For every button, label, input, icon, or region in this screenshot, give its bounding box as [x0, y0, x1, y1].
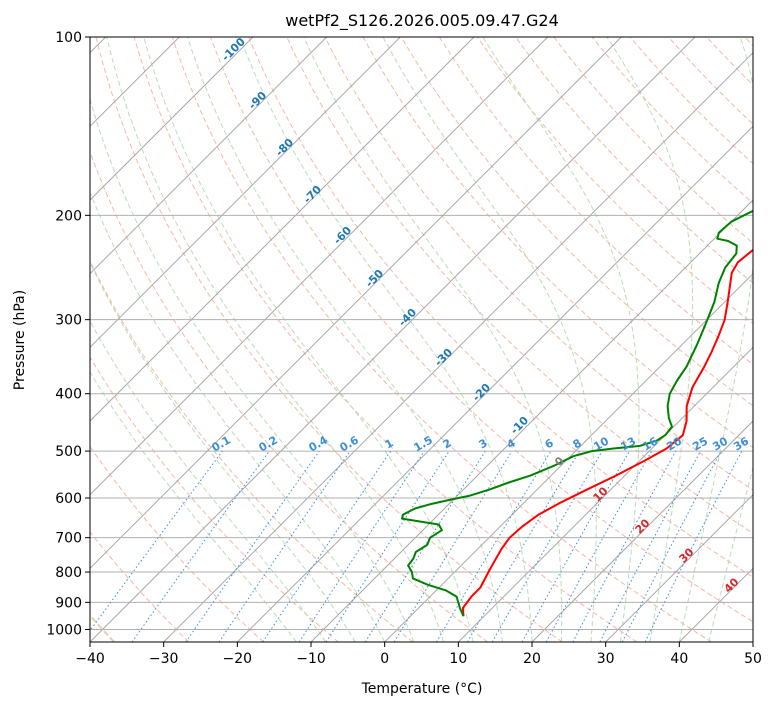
isotherm-line — [236, 125, 753, 642]
x-axis: −40 −30 −20 −10 0 10 20 30 40 50 — [75, 642, 762, 667]
x-tick-label: −10 — [296, 651, 326, 667]
mixing-ratio-line — [298, 450, 425, 642]
dry-adiabat — [400, 37, 753, 407]
dry-adiabat — [95, 37, 563, 642]
moist-adiabat — [303, 37, 563, 642]
x-tick-label: −30 — [149, 651, 179, 667]
isotherm-line — [90, 37, 254, 201]
moist-adiabat — [90, 320, 327, 642]
moist-adiabats — [90, 37, 753, 642]
mixing-ratio-line — [644, 450, 743, 642]
dry-adiabat — [438, 37, 753, 366]
x-tick-label: 40 — [670, 651, 688, 667]
y-tick-label: 800 — [55, 565, 82, 581]
y-tick-label: 200 — [55, 208, 82, 224]
isotherm-line — [605, 493, 753, 642]
x-tick-label: 30 — [597, 651, 615, 667]
isotherm-line — [90, 37, 328, 275]
x-axis-label: Temperature (°C) — [361, 681, 483, 697]
x-tick-label: −20 — [223, 651, 253, 667]
dry-adiabat — [133, 37, 638, 642]
mixing-ratio-line — [262, 450, 392, 642]
moist-adiabat — [382, 37, 597, 642]
mixing-ratio-line — [218, 450, 351, 642]
isotherm-line — [90, 37, 475, 422]
isotherm-line — [90, 37, 696, 642]
dry-adiabat — [90, 356, 339, 642]
dry-adiabat — [90, 531, 190, 642]
isotherm-line — [310, 199, 753, 642]
x-tick-label: 0 — [380, 651, 389, 667]
y-tick-label: 1000 — [46, 622, 82, 638]
dry-adiabat — [90, 150, 488, 642]
chart-title: wetPf2_S126.2026.005.09.47.G24 — [285, 11, 559, 31]
x-tick-label: 50 — [744, 651, 762, 667]
moist-adiabat — [482, 37, 640, 642]
y-tick-label: 100 — [55, 30, 82, 46]
mixing-ratio-line — [393, 450, 513, 642]
isotherm-line — [163, 51, 753, 642]
mixing-ratio-line — [521, 450, 630, 642]
plot-frame — [89, 36, 754, 643]
mixing-ratio-line — [90, 450, 223, 632]
mixing-ratio-line — [325, 450, 450, 642]
moist-adiabat — [90, 261, 356, 642]
mixing-ratio-line — [572, 450, 677, 642]
y-tick-label: 700 — [55, 531, 82, 547]
x-tick-label: −40 — [75, 651, 105, 667]
isotherm-line — [457, 346, 753, 642]
y-axis: 100 200 300 400 500 600 700 800 900 1000 — [46, 30, 90, 638]
dry-adiabat — [515, 37, 753, 284]
y-tick-label: 500 — [55, 444, 82, 460]
x-tick-label: 10 — [449, 651, 467, 667]
moist-adiabat — [187, 37, 503, 642]
y-tick-label: 600 — [55, 491, 82, 507]
y-tick-label: 400 — [55, 387, 82, 403]
moist-adiabat — [90, 190, 386, 642]
mixing-ratio-line — [545, 450, 653, 642]
dry-adiabat — [90, 445, 264, 642]
sounding-series — [401, 209, 753, 617]
moist-adiabat — [239, 37, 533, 642]
y-tick-label: 300 — [55, 313, 82, 329]
isotherm-line — [90, 37, 401, 349]
isotherms — [90, 37, 753, 642]
moist-adiabat — [606, 37, 694, 642]
moist-adiabat — [143, 37, 474, 642]
x-tick-label: 20 — [523, 651, 541, 667]
dewpoint-line — [401, 209, 753, 617]
isotherm-line — [384, 272, 753, 642]
moist-adiabat — [678, 37, 753, 642]
moist-adiabat — [708, 465, 753, 642]
temperature-line — [461, 248, 753, 617]
mixing-ratio-lines — [90, 450, 743, 642]
y-tick-label: 900 — [55, 595, 82, 611]
dry-adiabat — [324, 37, 753, 491]
moist-adiabat — [106, 37, 445, 642]
isotherm-line — [531, 420, 753, 642]
mixing-ratio-line — [185, 450, 320, 642]
isotherm-line — [90, 37, 549, 496]
dry-adiabat — [248, 37, 753, 578]
mixing-ratio-line — [131, 450, 270, 642]
dry-adiabat — [210, 37, 753, 623]
y-axis-label: Pressure (hPa) — [12, 290, 28, 390]
isotherm-line — [90, 37, 622, 570]
